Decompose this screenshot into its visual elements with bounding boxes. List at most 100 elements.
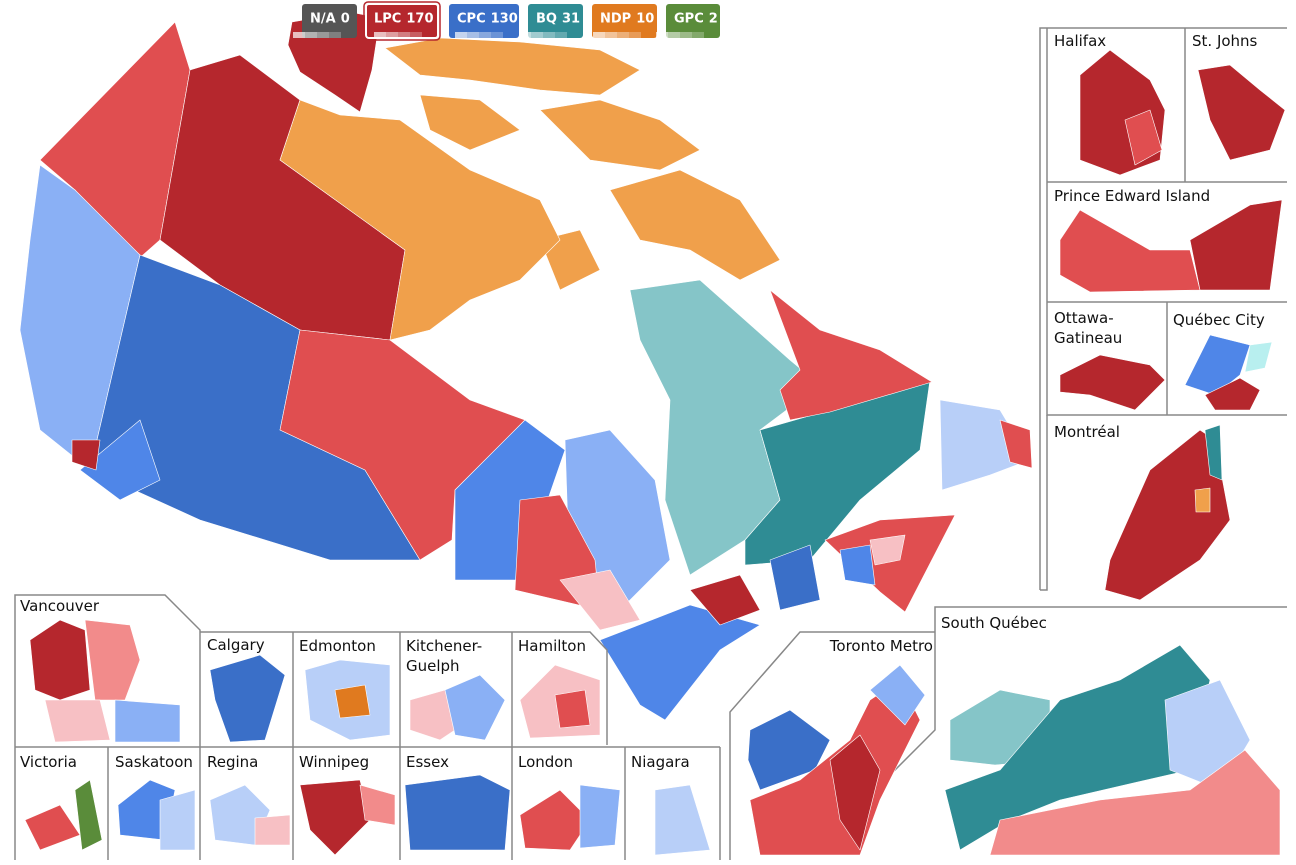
inset-label: Prince Edward Island [1054,187,1210,205]
shade-swatch [386,32,398,38]
shade-swatch [305,32,317,38]
region [444,674,506,741]
region [989,749,1281,856]
region [769,544,821,611]
inset-label: Montréal [1054,423,1120,441]
region [1204,377,1261,411]
party-seats[interactable]: 10 [636,12,654,27]
inset-label: Winnipeg [299,753,369,771]
inset-label: Niagara [631,753,690,771]
button-bg[interactable] [592,4,657,38]
region [559,569,641,631]
region [839,544,876,586]
region [1059,209,1201,293]
region [1059,354,1166,411]
region [114,699,181,743]
inset-frames [14,27,1287,860]
region [299,779,371,856]
party-name[interactable]: NDP [600,12,631,27]
party-button[interactable]: CPC 130 [449,4,519,38]
shade-swatch [398,32,410,38]
region [944,644,1211,851]
region [79,419,161,501]
inset-label: Gatineau [1054,329,1122,347]
region [254,814,291,846]
shade-swatch [629,32,641,38]
region [539,99,701,171]
manitoba [279,329,526,561]
inset-label: St. Johns [1192,32,1258,50]
party-button[interactable]: GPC 2 [656,4,720,38]
inset-label: Victoria [20,753,77,771]
party-name[interactable]: CPC [457,12,486,27]
region [1079,49,1166,176]
inset-label: Guelph [406,657,460,675]
inset-label: Regina [207,753,258,771]
frame [200,631,608,745]
region [519,789,591,851]
region [24,804,81,851]
region [654,784,711,856]
labrador [769,289,933,421]
shade-swatch [555,32,567,38]
party-seats[interactable]: 31 [562,12,580,27]
shade-swatch [531,32,543,38]
region [1104,429,1231,601]
region [334,684,371,719]
region [44,699,111,743]
shade-swatch [410,32,422,38]
region [419,94,521,151]
party-button[interactable]: N/A 0 [293,4,357,38]
party-button[interactable]: LPC 170 [363,1,441,41]
inset-label: Toronto Metro [829,637,933,655]
inset-label: London [518,753,573,771]
shade-swatch [374,32,386,38]
party-seats[interactable]: 0 [341,12,350,27]
frame [729,631,935,860]
region [1124,109,1163,166]
button-bg[interactable] [528,4,583,38]
main-map [19,11,1033,721]
inset-label: Saskatoon [115,753,193,771]
party-seats[interactable]: 130 [491,12,518,27]
region [554,689,591,729]
party-name[interactable]: LPC [374,12,401,27]
region [609,169,781,281]
button-bg[interactable] [302,4,357,38]
inset-maps [24,49,1286,856]
party-name[interactable]: GPC [674,12,704,27]
shade-swatch [467,32,479,38]
shade-swatch [593,32,605,38]
region [1204,424,1223,481]
region [999,419,1033,469]
party-button[interactable]: BQ 31 [519,4,583,38]
frame [1039,27,1287,590]
shade-swatch [680,32,692,38]
party-seats[interactable]: 2 [709,12,718,27]
region [404,774,511,851]
button-bg[interactable] [365,3,439,39]
party-button[interactable]: NDP 10 [592,4,657,38]
region [869,534,906,566]
button-bg[interactable] [666,4,720,38]
inset-label: Calgary [207,636,265,654]
ont-north [454,419,566,581]
region [71,439,101,471]
region [159,789,196,851]
region [384,37,641,96]
party-name[interactable]: N/A [310,12,336,27]
party-seats[interactable]: 170 [406,12,433,27]
party-legend: N/A 0 LPC 170 CPC 130 BQ 31 NDP 10 GPC 2 [293,1,720,41]
shade-swatch [317,32,329,38]
inset-label: South Québec [941,614,1047,632]
region [869,664,926,726]
shade-swatch [605,32,617,38]
party-name[interactable]: BQ [536,12,557,27]
inset-label: Ottawa- [1054,309,1114,327]
button-bg[interactable] [449,4,519,38]
shade-swatch [668,32,680,38]
inset-label: Halifax [1054,32,1106,50]
frame [889,606,1287,776]
